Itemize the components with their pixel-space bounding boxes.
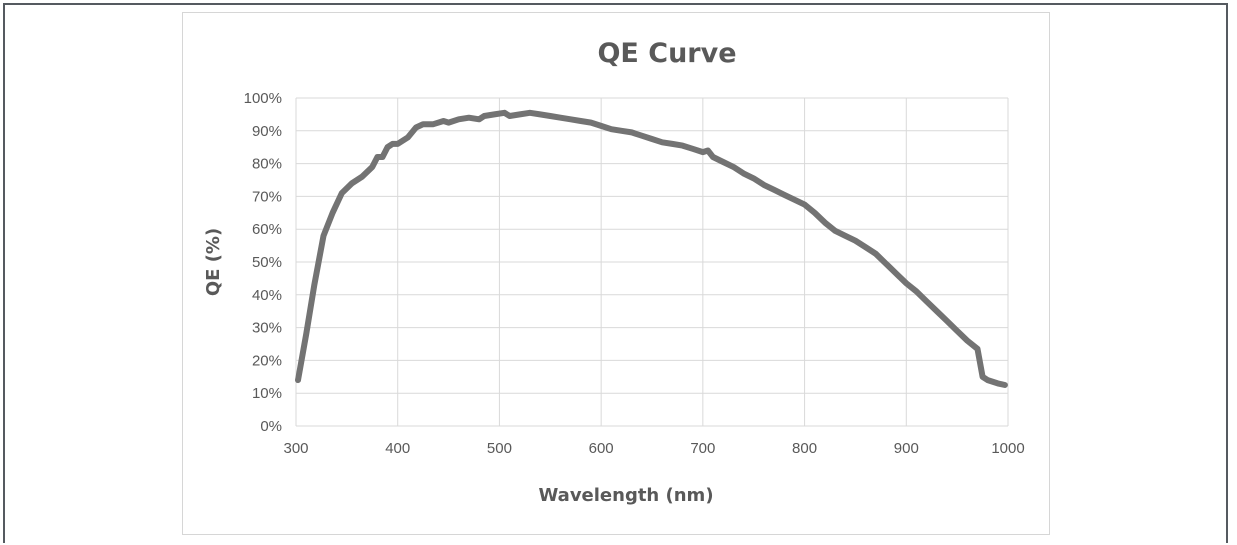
x-tick-label: 800 xyxy=(792,440,817,457)
x-tick-label: 700 xyxy=(690,440,715,457)
x-axis-label: Wavelength (nm) xyxy=(538,485,713,506)
y-tick-label: 100% xyxy=(244,90,282,107)
x-tick-label: 1000 xyxy=(991,440,1024,457)
y-tick-labels: 0% 10% 20% 30% 40% 50% 60% 70% 80% 90% 100% xyxy=(244,90,282,435)
y-tick-label: 20% xyxy=(252,352,282,369)
chart-title: QE Curve xyxy=(597,38,736,69)
qe-series-line xyxy=(295,109,1008,388)
y-tick-label: 70% xyxy=(252,188,282,205)
x-tick-label: 900 xyxy=(894,440,919,457)
y-tick-label: 0% xyxy=(260,418,282,435)
chart-area xyxy=(182,12,1050,535)
y-tick-label: 80% xyxy=(252,156,282,173)
y-tick-label: 50% xyxy=(252,254,282,271)
y-tick-label: 30% xyxy=(252,320,282,337)
series-layer xyxy=(295,109,1008,388)
x-tick-label: 400 xyxy=(385,440,410,457)
y-tick-label: 90% xyxy=(252,123,282,140)
x-tick-labels: 300 400 500 600 700 800 900 1000 xyxy=(283,440,1024,457)
x-tick-label: 300 xyxy=(283,440,308,457)
outer-frame xyxy=(3,3,1228,543)
y-tick-label: 60% xyxy=(252,221,282,238)
gridlines xyxy=(295,97,1009,427)
x-tick-label: 500 xyxy=(487,440,512,457)
y-tick-label: 40% xyxy=(252,287,282,304)
x-tick-label: 600 xyxy=(589,440,614,457)
y-tick-label: 10% xyxy=(252,385,282,402)
y-axis-label: QE (%) xyxy=(203,228,224,296)
